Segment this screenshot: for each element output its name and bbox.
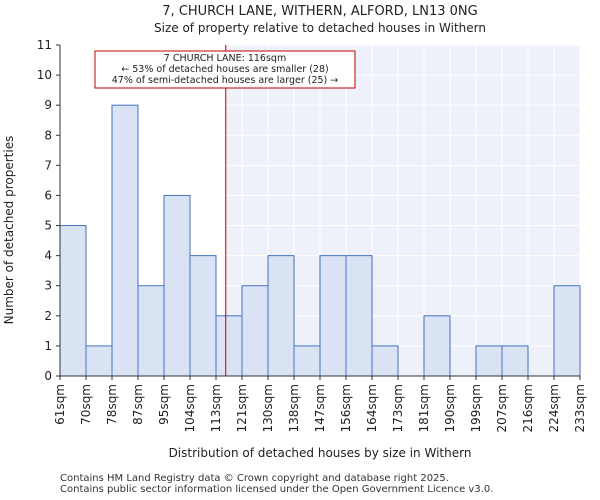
x-tick-label: 224sqm [547,384,561,432]
bar [267,255,295,377]
x-tick-label: 121sqm [235,384,249,432]
bar [241,285,269,377]
x-tick-label: 181sqm [417,384,431,432]
x-tick-label: 190sqm [443,384,457,432]
y-tick-label: 11 [37,38,52,52]
x-tick-label: 138sqm [287,384,301,432]
x-tick-label: 78sqm [105,384,119,425]
y-tick-label: 5 [44,219,52,233]
bar [215,315,243,377]
annotation-line-3: 47% of semi-detached houses are larger (… [112,75,339,86]
x-tick-label: 95sqm [157,384,171,425]
bar [111,104,139,377]
x-tick-label: 199sqm [469,384,483,432]
x-tick-label: 173sqm [391,384,405,432]
y-tick-label: 8 [44,128,52,142]
annotation-box [94,50,356,89]
x-tick-label: 70sqm [79,384,93,425]
bar [163,194,191,377]
y-tick-label: 10 [37,68,52,82]
y-tick-label: 1 [44,339,52,353]
x-tick-label: 156sqm [339,384,353,432]
chart-title: 7, CHURCH LANE, WITHERN, ALFORD, LN13 0N… [162,4,477,19]
bar [85,345,113,377]
bar [319,255,347,377]
bar [553,285,581,377]
footer: Contains HM Land Registry data © Crown c… [60,473,493,495]
x-tick-label: 61sqm [53,384,67,425]
y-tick-label: 2 [44,309,52,323]
y-tick-label: 6 [44,188,52,202]
chart-subtitle: Size of property relative to detached ho… [154,21,486,35]
x-tick-label: 207sqm [495,384,509,432]
bar [293,345,321,377]
x-tick-label: 130sqm [261,384,275,432]
y-tick-label: 0 [44,369,52,383]
y-tick-label: 3 [44,279,52,293]
bar [137,285,165,377]
bar [423,315,451,377]
annotation-line-1: 7 CHURCH LANE: 116sqm [164,53,286,64]
y-tick-label: 7 [44,158,52,172]
x-tick-label: 87sqm [131,384,145,425]
footer-line-1: Contains HM Land Registry data © Crown c… [60,473,449,484]
x-tick-label: 113sqm [209,384,223,432]
y-tick-label: 4 [44,249,52,263]
bar [475,345,503,377]
footer-line-2: Contains public sector information licen… [60,484,494,495]
bar [501,345,529,377]
x-tick-label: 233sqm [573,384,587,432]
bar [59,225,87,377]
x-tick-label: 164sqm [365,384,379,432]
x-tick-label: 104sqm [183,384,197,432]
x-axis-label: Distribution of detached houses by size … [169,446,472,460]
y-axis-label: Number of detached properties [2,136,16,325]
annotation-line-2: ← 53% of detached houses are smaller (28… [121,64,328,75]
bar [345,255,373,377]
x-tick-label: 147sqm [313,384,327,432]
x-tick-label: 216sqm [521,384,535,432]
y-tick-label: 9 [44,98,52,112]
bar [371,345,399,377]
bar [189,255,217,377]
